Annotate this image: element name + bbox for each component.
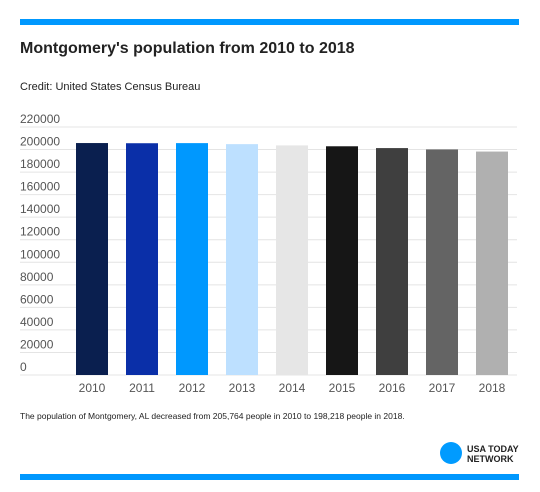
x-tick-label: 2015 [329, 381, 356, 395]
bar [376, 148, 408, 375]
usa-today-network-logo: USA TODAY NETWORK [440, 442, 530, 468]
y-tick-label: 140000 [20, 202, 60, 216]
chart-title: Montgomery's population from 2010 to 201… [20, 40, 355, 57]
x-tick-label: 2011 [129, 381, 155, 395]
x-tick-label: 2018 [479, 381, 506, 395]
logo-text: USA TODAY NETWORK [467, 444, 519, 464]
top-accent-rule [20, 19, 519, 25]
y-tick-label: 180000 [20, 157, 60, 171]
bar [76, 143, 108, 375]
y-tick-label: 160000 [20, 180, 60, 194]
bar [426, 149, 458, 375]
bar [176, 143, 208, 375]
y-tick-label: 40000 [20, 315, 54, 329]
chart-credit: Credit: United States Census Bureau [20, 81, 201, 93]
bar [126, 143, 158, 375]
bottom-accent-rule [20, 474, 519, 480]
logo-line-1: USA TODAY [467, 444, 519, 454]
bar [476, 151, 508, 375]
bar [226, 144, 258, 375]
bar-chart: 0 20000 40000 60000 80000 100000 120000 140000 1… [20, 112, 517, 395]
y-tick-label: 220000 [20, 112, 60, 126]
y-tick-label: 20000 [20, 337, 54, 351]
y-tick-label: 60000 [20, 292, 54, 306]
logo-dot-icon [440, 442, 462, 464]
y-tick-label: 80000 [20, 270, 54, 284]
chart-note: The population of Montgomery, AL decreas… [20, 411, 405, 421]
x-tick-label: 2014 [279, 381, 306, 395]
logo-line-2: NETWORK [467, 454, 514, 464]
x-tick-label: 2010 [79, 381, 106, 395]
bar [276, 145, 308, 375]
y-tick-label: 120000 [20, 225, 60, 239]
y-tick-label: 0 [20, 360, 27, 374]
x-tick-label: 2013 [229, 381, 256, 395]
x-tick-label: 2016 [379, 381, 406, 395]
bar [326, 146, 358, 375]
x-tick-label: 2017 [429, 381, 456, 395]
y-tick-label: 100000 [20, 247, 60, 261]
y-tick-label: 200000 [20, 135, 60, 149]
x-tick-label: 2012 [179, 381, 206, 395]
